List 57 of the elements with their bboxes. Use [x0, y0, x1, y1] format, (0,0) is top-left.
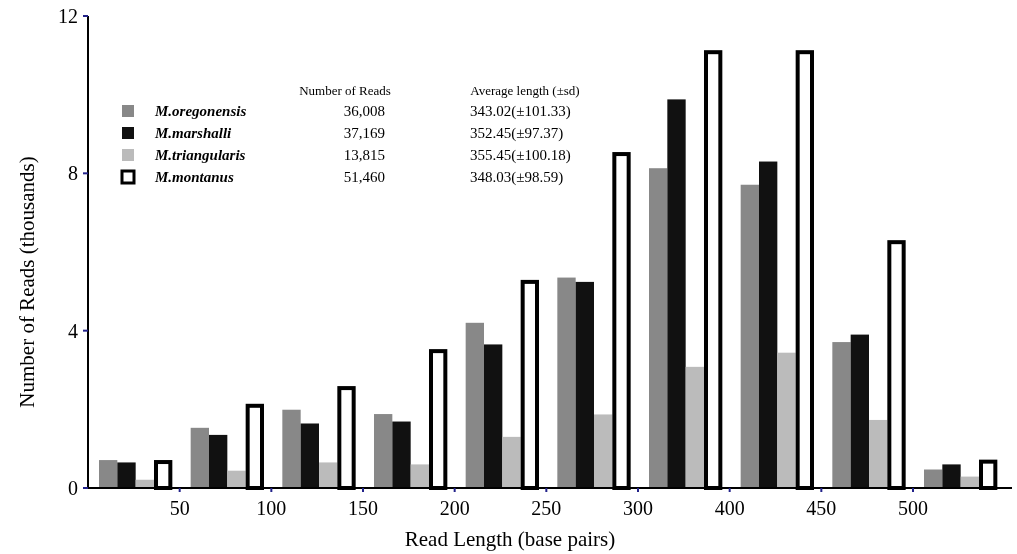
bar — [685, 366, 704, 488]
y-axis-title: Number of Reads (thousands) — [15, 156, 39, 408]
bar — [209, 434, 228, 488]
text: 400 — [714, 497, 745, 519]
bar — [575, 281, 594, 488]
y-tick-label: 4 — [68, 319, 78, 342]
bar — [410, 464, 429, 488]
annotation: 343.02(±101.33) — [470, 103, 571, 120]
bar — [99, 460, 118, 488]
bar — [374, 414, 393, 488]
annotation: 355.45(±100.18) — [470, 147, 571, 164]
bar — [300, 423, 319, 488]
bar — [850, 334, 869, 488]
bar — [502, 436, 521, 488]
text: 100 — [256, 497, 287, 519]
annotation: 36,008 — [343, 103, 385, 119]
text: 250 — [531, 497, 562, 519]
legend-label: M.oregonensis — [154, 103, 247, 119]
y-tick-label: 0 — [68, 477, 78, 499]
legend-label: M.montanus — [154, 169, 234, 185]
bar — [594, 414, 613, 488]
text: 500 — [898, 497, 928, 519]
text: 300 — [623, 497, 653, 519]
y-tick-label: 8 — [68, 162, 78, 185]
bar — [869, 419, 888, 488]
bar — [649, 168, 668, 488]
bar — [777, 352, 796, 488]
bar — [282, 409, 301, 488]
text: 200 — [439, 497, 470, 519]
text: 150 — [348, 497, 378, 519]
legend-label: M.marshalli — [154, 125, 233, 141]
bar — [190, 427, 209, 488]
bar — [319, 462, 338, 488]
bar — [924, 469, 943, 488]
y-tick-label: 12 — [58, 5, 78, 27]
bar — [227, 470, 246, 488]
bar — [484, 344, 503, 488]
annotation: Number of Reads — [299, 83, 391, 98]
x-axis-title: Read Length (base pairs) — [404, 527, 616, 551]
bar — [465, 322, 484, 488]
bar — [557, 277, 576, 488]
annotation: Average length (±sd) — [470, 83, 580, 98]
bar — [740, 184, 759, 488]
annotation: 13,815 — [343, 147, 385, 163]
annotation: 348.03(±98.59) — [470, 169, 564, 186]
bar — [117, 462, 136, 488]
text: 50 — [169, 497, 190, 519]
bar — [392, 421, 411, 488]
annotation: 352.45(±97.37) — [470, 125, 564, 142]
bar — [759, 161, 778, 488]
text: 450 — [806, 497, 837, 519]
bar — [832, 342, 851, 488]
annotation: 51,460 — [343, 169, 385, 185]
bar — [942, 464, 961, 488]
bar — [667, 99, 686, 488]
legend-label: M.triangularis — [154, 147, 246, 163]
annotation: 37,169 — [343, 125, 385, 141]
